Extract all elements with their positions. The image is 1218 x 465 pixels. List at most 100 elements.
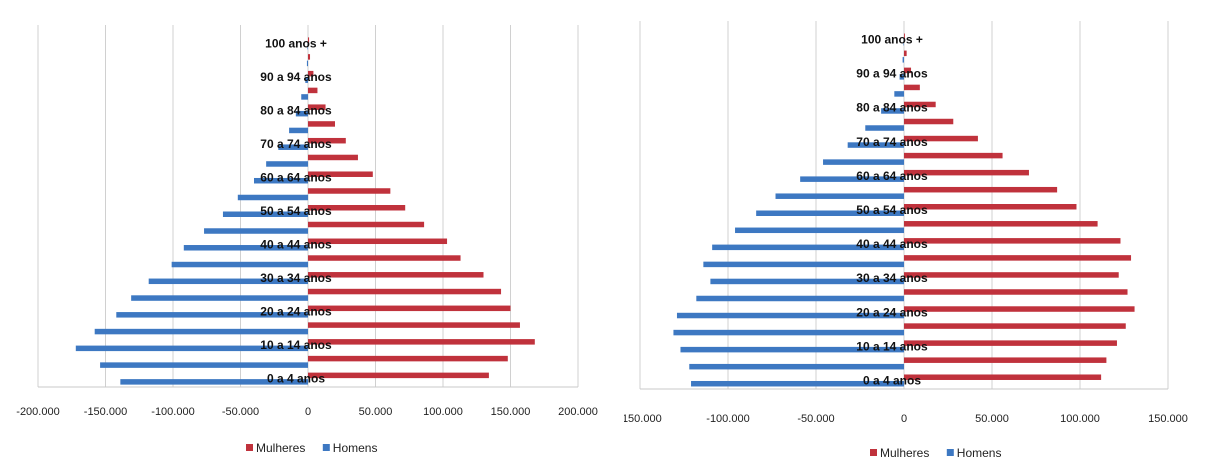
bar-mulheres <box>308 37 310 43</box>
bar-homens <box>94 328 308 335</box>
bar-homens <box>847 142 904 148</box>
age-group-label: 100 anos + <box>861 33 923 47</box>
bar-mulheres <box>904 306 1135 312</box>
age-group-label: 40 a 44 anos <box>856 237 928 251</box>
x-tick-label: 50.000 <box>359 406 393 418</box>
legend: Mulheres Homens <box>870 446 1001 460</box>
bar-mulheres <box>308 205 406 211</box>
population-pyramid-chart-1: -200.000 -150.000 -100.000 -50.000 0 50.000 10… <box>16 25 598 455</box>
age-group-label: 20 a 24 anos <box>260 305 332 319</box>
age-group-label: 100 anos + <box>265 36 327 50</box>
bar-mulheres <box>308 288 502 295</box>
age-group-label: 80 a 84 anos <box>260 103 332 117</box>
bar-mulheres <box>308 154 358 161</box>
age-group-label: 50 a 54 anos <box>856 203 928 217</box>
x-tick-label: 100.000 <box>423 406 463 418</box>
bar-homens <box>116 312 308 318</box>
bar-homens <box>676 312 904 319</box>
legend-swatch <box>870 449 877 456</box>
x-tick-label: -50.000 <box>797 413 834 425</box>
bar-mulheres <box>308 188 391 194</box>
x-tick-label: 100.000 <box>1060 413 1100 425</box>
bar-mulheres <box>904 289 1128 295</box>
bar-mulheres <box>904 84 920 91</box>
bar-homens <box>289 127 308 134</box>
bar-homens <box>894 91 904 97</box>
bar-homens <box>100 362 308 368</box>
age-group-label: 20 a 24 anos <box>856 305 928 319</box>
x-tick-label: -50.000 <box>222 406 259 418</box>
bar-homens <box>689 363 904 370</box>
bar-homens <box>301 94 308 100</box>
bar-mulheres <box>904 152 1003 159</box>
bar-mulheres <box>308 104 326 110</box>
legend-label: Mulheres <box>256 441 305 455</box>
legend-label: Mulheres <box>880 446 929 460</box>
bar-mulheres <box>308 372 489 379</box>
bar-homens <box>899 74 904 80</box>
bar-mulheres <box>308 272 484 278</box>
x-tick-label: -100.000 <box>151 406 194 418</box>
age-group-label: 50 a 54 anos <box>260 204 332 218</box>
bar-homens <box>775 193 904 199</box>
bar-mulheres <box>904 204 1077 210</box>
bar-mulheres <box>308 87 318 94</box>
bar-homens <box>278 144 308 150</box>
bar-mulheres <box>904 340 1117 346</box>
bar-homens <box>148 278 308 285</box>
bar-homens <box>710 278 904 285</box>
age-group-label: 30 a 34 anos <box>856 271 928 285</box>
bar-mulheres <box>904 323 1126 329</box>
bar-homens <box>305 77 308 83</box>
age-group-label: 0 a 4 anos <box>863 373 921 387</box>
bar-homens <box>673 329 904 336</box>
x-tick-label: -150.000 <box>84 406 127 418</box>
bar-homens <box>735 227 904 234</box>
bar-homens <box>75 345 308 352</box>
bar-homens <box>237 194 308 201</box>
age-group-label: 90 a 94 anos <box>260 70 332 84</box>
bar-mulheres <box>308 221 425 228</box>
bar-mulheres <box>904 186 1058 193</box>
bar-homens <box>696 295 904 302</box>
bar-homens <box>881 108 904 114</box>
bar-homens <box>800 176 904 182</box>
bar-mulheres <box>904 169 1029 176</box>
bar-homens <box>823 159 904 165</box>
legend-label: Homens <box>957 446 1002 460</box>
legend: Mulheres Homens <box>246 441 377 455</box>
x-tick-label: -150.000 <box>624 413 662 425</box>
bar-mulheres <box>308 137 346 144</box>
bar-homens <box>865 125 904 131</box>
bar-mulheres <box>904 67 912 74</box>
bar-mulheres <box>904 357 1107 363</box>
bar-mulheres <box>904 101 936 108</box>
bar-mulheres <box>308 171 373 177</box>
bar-homens <box>120 379 308 385</box>
bar-mulheres <box>308 70 314 77</box>
bar-mulheres <box>904 221 1098 227</box>
x-tick-label: 0 <box>305 406 311 418</box>
bar-mulheres <box>904 374 1102 380</box>
age-group-label: 10 a 14 anos <box>260 338 332 352</box>
age-group-label: 40 a 44 anos <box>260 238 332 252</box>
bar-homens <box>756 210 904 216</box>
bar-homens <box>307 43 308 50</box>
bar-mulheres <box>904 50 907 57</box>
population-pyramid-chart-2: -150.000 -100.000 -50.000 0 50.000 100.000 150… <box>624 21 1188 460</box>
x-tick-label: 150.000 <box>1148 413 1188 425</box>
bar-mulheres <box>904 272 1119 278</box>
bar-homens <box>171 261 308 268</box>
x-tick-label: 50.000 <box>975 413 1009 425</box>
bar-mulheres <box>308 339 535 345</box>
bar-homens <box>680 346 904 353</box>
bar-homens <box>703 261 904 268</box>
bar-homens <box>902 57 904 63</box>
legend-swatch <box>322 444 330 451</box>
age-group-label: 10 a 14 anos <box>856 339 928 353</box>
bar-mulheres <box>904 255 1132 261</box>
age-group-label: 90 a 94 anos <box>856 67 928 81</box>
bar-homens <box>254 177 308 184</box>
bar-homens <box>903 40 904 46</box>
x-tick-label: 150.000 <box>491 406 531 418</box>
